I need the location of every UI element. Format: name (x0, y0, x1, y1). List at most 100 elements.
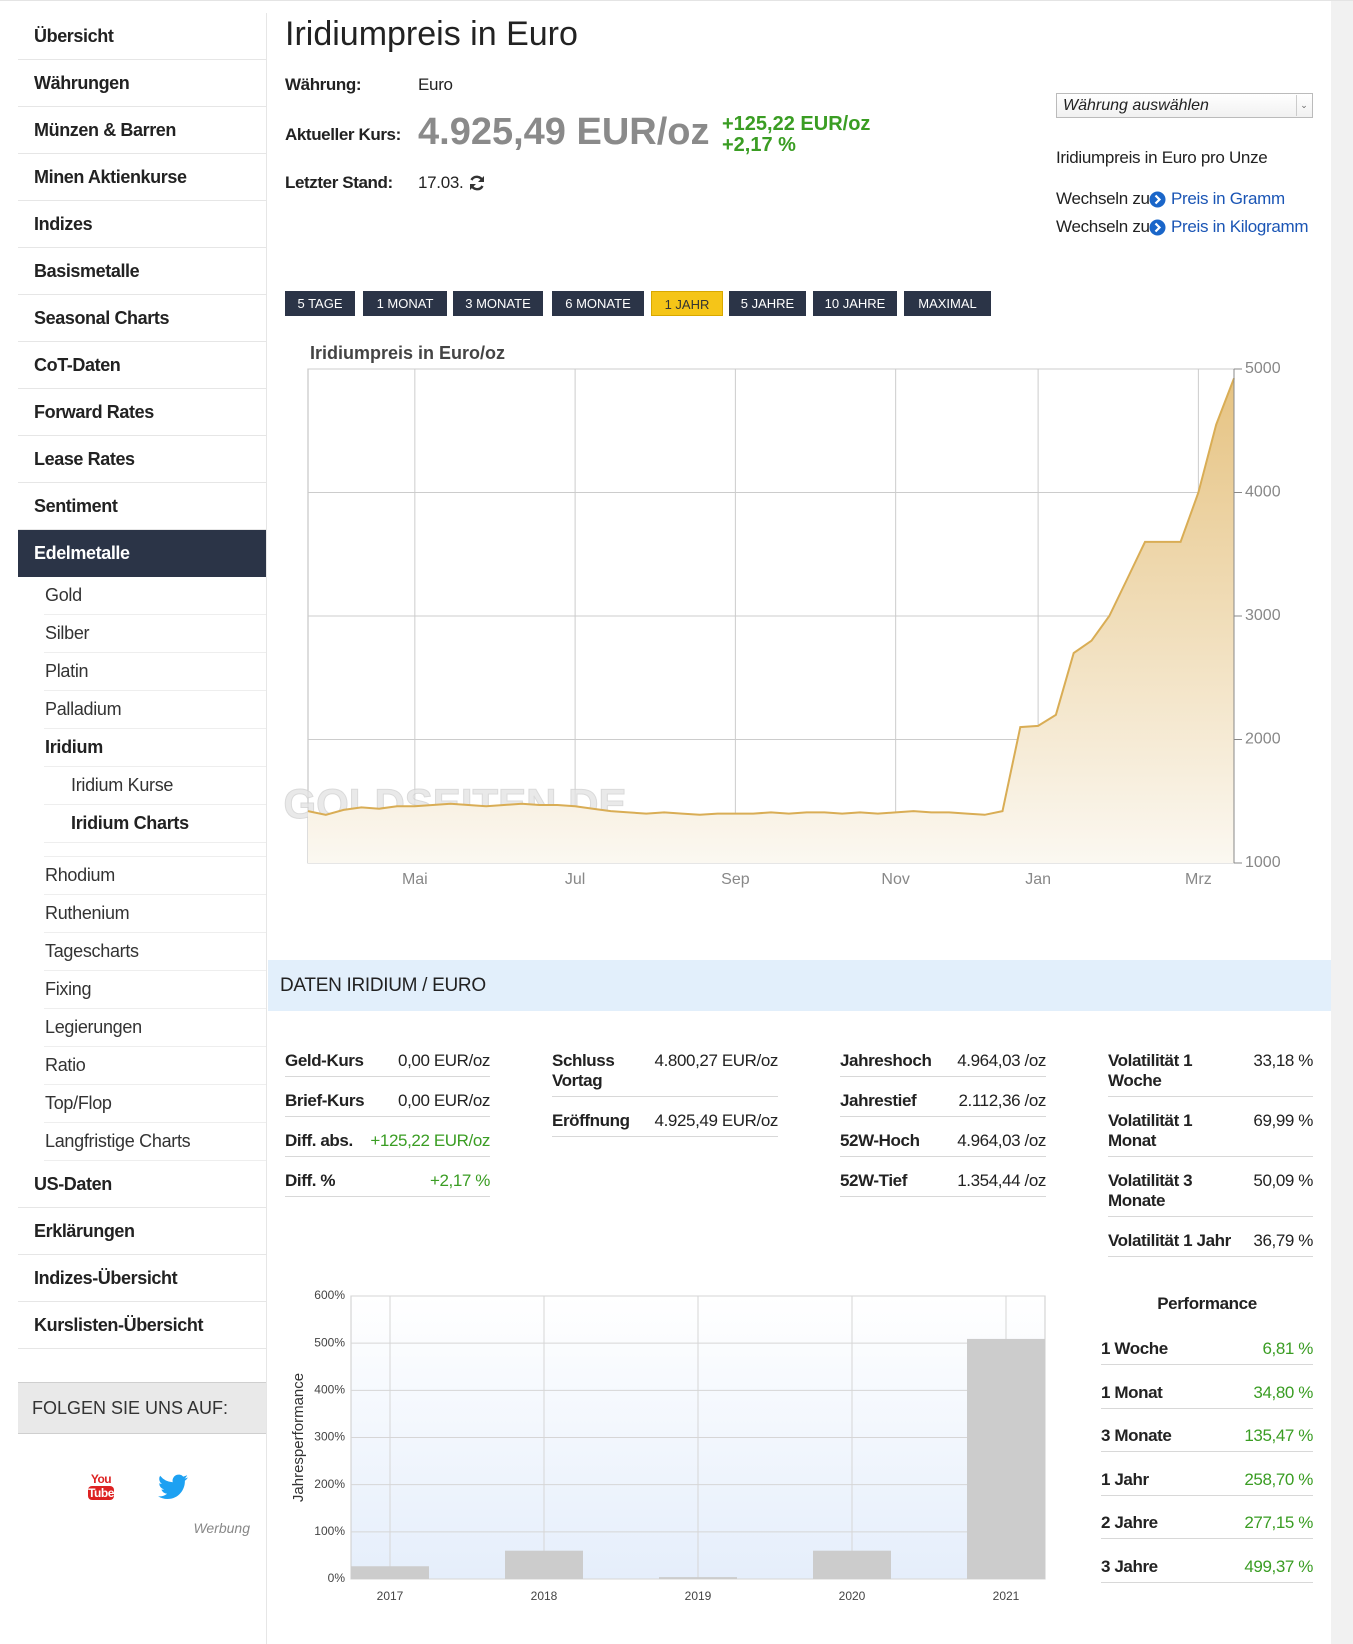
twitter-icon[interactable] (158, 1474, 188, 1500)
subnav-item[interactable]: Ruthenium (44, 895, 266, 933)
youtube-you: You (90, 1472, 112, 1486)
follow-box: FOLGEN SIE UNS AUF: (18, 1382, 266, 1434)
subnav-item[interactable]: Top/Flop (44, 1085, 266, 1123)
subnav-item[interactable]: Gold (44, 577, 266, 615)
period-button[interactable]: 3 MONATE (453, 291, 543, 316)
x-tick-label: Jan (1025, 871, 1051, 888)
nav-item[interactable]: US-Daten (18, 1161, 266, 1208)
y-tick-label: 5000 (1245, 360, 1281, 377)
nav-item[interactable]: Indizes (18, 201, 266, 248)
y-tick-label: 300% (314, 1430, 345, 1444)
subnav-item[interactable]: Palladium (44, 691, 266, 729)
refresh-icon[interactable] (468, 174, 486, 192)
link-icon (1149, 219, 1166, 236)
nav-item[interactable]: Forward Rates (18, 389, 266, 436)
x-tick-label: Mai (402, 871, 428, 888)
data-row: 52W-Hoch 4.964,03 /oz (840, 1131, 1046, 1157)
data-value: 33,18 % (1253, 1051, 1313, 1070)
nav-item[interactable]: Kurslisten-Übersicht (18, 1302, 266, 1349)
data-row: Brief-Kurs 0,00 EUR/oz (285, 1091, 490, 1117)
subnav-item[interactable]: Iridium Charts (44, 805, 266, 843)
x-tick-label: Nov (881, 871, 909, 888)
subnav-item[interactable]: Rhodium (44, 857, 266, 895)
y-tick-label: 1000 (1245, 854, 1281, 871)
data-value: 1.354,44 /oz (957, 1171, 1046, 1190)
link-icon (1149, 191, 1166, 208)
currency-label: Währung: (285, 75, 362, 94)
data-header: DATEN IRIDIUM / EURO (268, 960, 1331, 1011)
period-button[interactable]: 10 JAHRE (813, 291, 897, 316)
data-label: Eröffnung (552, 1111, 630, 1130)
currency-select[interactable]: Währung auswählen ⌄ (1056, 93, 1313, 118)
subnav-item[interactable]: Iridium (44, 729, 266, 767)
x-tick-label: 2020 (839, 1589, 866, 1603)
nav-item[interactable]: Minen Aktienkurse (18, 154, 266, 201)
period-button[interactable]: 5 JAHRE (729, 291, 806, 316)
period-button[interactable]: 6 MONATE (552, 291, 644, 316)
performance-label: 1 Monat (1101, 1382, 1163, 1402)
performance-label: 3 Monate (1101, 1426, 1172, 1446)
x-tick-label: 2017 (377, 1589, 404, 1603)
data-label: Brief-Kurs (285, 1091, 365, 1110)
y-tick-label: 100% (314, 1524, 345, 1538)
area (308, 378, 1234, 863)
x-tick-label: Jul (565, 871, 585, 888)
page-margin (1331, 1, 1353, 1644)
performance-label: 1 Jahr (1101, 1469, 1149, 1489)
data-value: 4.964,03 /oz (957, 1131, 1046, 1150)
bar (967, 1338, 1045, 1579)
data-row: Jahreshoch 4.964,03 /oz (840, 1051, 1046, 1077)
youtube-tube: Tube (88, 1486, 114, 1500)
subnav-item[interactable]: Fixing (44, 971, 266, 1009)
data-row: Volatilität 1 Jahr 36,79 % (1108, 1231, 1313, 1257)
data-label: 52W-Hoch (840, 1131, 920, 1150)
data-label: Diff. % (285, 1171, 336, 1190)
x-tick-label: 2019 (685, 1589, 712, 1603)
social: You Tube (18, 1434, 266, 1544)
change-percent: +2,17 % (722, 134, 796, 156)
subnav-item[interactable]: Platin (44, 653, 266, 691)
nav-item[interactable]: Basismetalle (18, 248, 266, 295)
data-label: Geld-Kurs (285, 1051, 364, 1070)
nav-item[interactable]: Währungen (18, 60, 266, 107)
unit-note: Iridiumpreis in Euro pro Unze (1056, 148, 1268, 167)
nav-item-active[interactable]: Edelmetalle (18, 530, 266, 577)
period-button[interactable]: 1 JAHR (651, 291, 723, 316)
data-label: Volatilität 1 Monat (1108, 1111, 1193, 1150)
nav-item[interactable]: Lease Rates (18, 436, 266, 483)
subnav-item[interactable]: Legierungen (44, 1009, 266, 1047)
currency: Euro (418, 75, 453, 94)
data-label: Volatilität 3 Monate (1108, 1171, 1193, 1210)
y-tick-label: 500% (314, 1335, 345, 1349)
period-button[interactable]: 5 TAGE (285, 291, 355, 316)
nav-item[interactable]: CoT-Daten (18, 342, 266, 389)
period-button[interactable]: MAXIMAL (904, 291, 991, 316)
nav-item[interactable]: Indizes-Übersicht (18, 1255, 266, 1302)
y-tick-label: 600% (314, 1288, 345, 1302)
y-axis-title: Jahresperformance (290, 1373, 307, 1502)
performance-row: 3 Monate 135,47 % (1101, 1426, 1313, 1453)
performance-value: 34,80 % (1253, 1382, 1313, 1402)
youtube-icon[interactable]: You Tube (88, 1472, 114, 1500)
link-gram[interactable]: Preis in Gramm (1171, 189, 1285, 208)
bar (505, 1550, 583, 1579)
data-label: Diff. abs. (285, 1131, 353, 1150)
subnav-item[interactable]: Ratio (44, 1047, 266, 1085)
nav-item[interactable]: Münzen & Barren (18, 107, 266, 154)
performance-label: 2 Jahre (1101, 1513, 1158, 1533)
nav-item[interactable]: Seasonal Charts (18, 295, 266, 342)
link-kilogram[interactable]: Preis in Kilogramm (1171, 217, 1309, 236)
data-row: Volatilität 1 Monat 69,99 % (1108, 1111, 1313, 1157)
nav-item[interactable]: Übersicht (18, 13, 266, 60)
data-value: 4.964,03 /oz (957, 1051, 1046, 1070)
subnav-item[interactable]: Langfristige Charts (44, 1123, 266, 1161)
nav-item[interactable]: Sentiment (18, 483, 266, 530)
subnav-item[interactable]: Tagescharts (44, 933, 266, 971)
data-row: 52W-Tief 1.354,44 /oz (840, 1171, 1046, 1197)
subnav-item[interactable]: Iridium Kurse (44, 767, 266, 805)
subnav-item[interactable]: Silber (44, 615, 266, 653)
y-tick-label: 2000 (1245, 731, 1281, 748)
nav-item[interactable]: Erklärungen (18, 1208, 266, 1255)
period-button[interactable]: 1 MONAT (363, 291, 447, 316)
